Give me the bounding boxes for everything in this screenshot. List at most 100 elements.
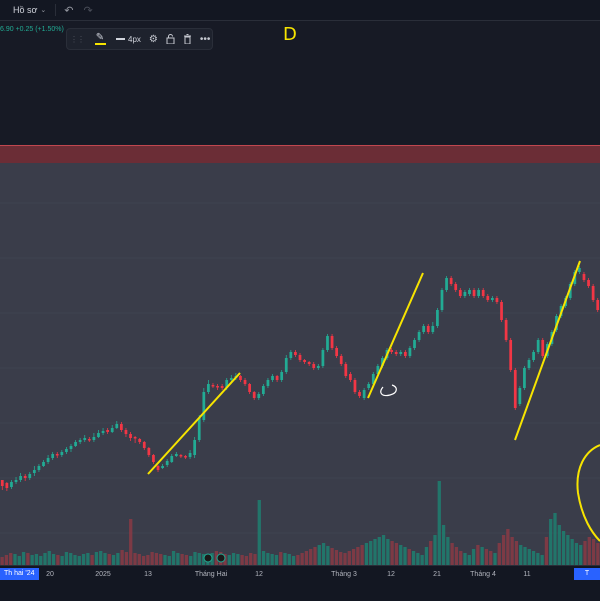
candle-body	[170, 456, 174, 462]
volume-bar	[497, 543, 501, 565]
redo-icon[interactable]: ↷	[83, 4, 93, 17]
crosshair-date-label: Th hai '24	[0, 568, 39, 580]
volume-bar	[159, 554, 163, 565]
volume-bar	[197, 553, 201, 565]
volume-bar	[343, 553, 347, 565]
crosshair-date-label-right: T	[574, 568, 600, 580]
volume-bar	[570, 539, 574, 565]
pencil-color-button[interactable]: ✎	[93, 29, 107, 49]
volume-bar	[236, 554, 240, 565]
volume-bar	[184, 555, 189, 565]
candle-body	[344, 364, 348, 376]
volume-bar	[381, 535, 386, 565]
candle-body	[445, 278, 448, 290]
trendline-1[interactable]	[147, 372, 241, 475]
candle-body	[367, 384, 371, 388]
candle-body	[124, 430, 128, 434]
candle-body	[371, 374, 375, 384]
freehand-circle-large[interactable]	[576, 444, 600, 542]
candlestick-chart[interactable]	[0, 163, 600, 565]
trendline-2[interactable]	[367, 272, 424, 399]
candle-body	[596, 300, 600, 310]
volume-bar	[591, 539, 596, 565]
volume-bar	[566, 535, 570, 565]
candle-body	[330, 336, 334, 348]
profile-menu-button[interactable]: Hồ sơ ⌄	[13, 5, 46, 15]
event-marker[interactable]	[203, 553, 213, 563]
candle-body	[5, 483, 9, 488]
candle-body	[431, 326, 435, 332]
event-marker[interactable]	[216, 553, 226, 563]
candles	[0, 266, 600, 491]
candle-body	[381, 358, 384, 366]
volume-bar	[330, 548, 334, 565]
volume-bar	[467, 555, 471, 565]
volume-bar	[0, 557, 4, 565]
lock-icon[interactable]	[166, 29, 175, 49]
volume-bar	[244, 556, 249, 565]
candle-body	[504, 320, 508, 340]
candle-body	[413, 340, 416, 348]
volume-bar	[4, 555, 9, 565]
volume-bar	[107, 554, 111, 565]
candle-body	[101, 431, 105, 433]
more-options-icon[interactable]: •••	[199, 33, 211, 45]
volume-bar	[596, 543, 600, 565]
candle-body	[321, 350, 325, 366]
trash-icon[interactable]	[183, 29, 192, 49]
volume-bar	[163, 555, 167, 565]
main-chart-pane[interactable]	[0, 163, 600, 565]
volume-bar	[309, 549, 313, 565]
volume-bar	[369, 541, 373, 565]
volume-bar	[111, 555, 116, 565]
volume-bar	[407, 549, 411, 565]
candle-body	[92, 437, 96, 440]
volume-bar	[420, 555, 424, 565]
profile-label: Hồ sơ	[13, 5, 38, 15]
volume-bar	[249, 553, 253, 565]
freehand-circle-small[interactable]	[380, 384, 397, 397]
candle-body	[436, 310, 439, 326]
pane-divider-band[interactable]	[0, 145, 600, 164]
volume-bar	[536, 553, 540, 565]
candle-body	[147, 448, 151, 455]
candle-body	[326, 336, 329, 350]
volume-bar	[326, 546, 330, 565]
volume-bar	[459, 551, 463, 565]
volume-bar	[394, 543, 399, 565]
time-tick: 2025	[95, 571, 111, 578]
candle-body	[179, 455, 183, 457]
time-axis[interactable]: Th hai '24 20 2025 13 Tháng Hai 12 Tháng…	[0, 565, 600, 601]
line-width-button[interactable]: 4px	[116, 29, 141, 49]
volume-bar	[313, 547, 317, 565]
volume-bar	[86, 553, 90, 565]
candle-body	[10, 482, 13, 487]
candle-body	[458, 290, 462, 296]
volume-bar	[540, 555, 544, 565]
line-color-swatch	[94, 43, 106, 45]
trendline-3[interactable]	[514, 260, 581, 441]
time-tick: Tháng Hai	[194, 571, 228, 578]
candle-body	[28, 474, 32, 478]
volume-bar	[176, 553, 180, 565]
settings-gear-icon[interactable]: ⚙	[148, 33, 158, 45]
candle-body	[275, 376, 279, 380]
time-tick: 12	[255, 571, 263, 578]
candle-body	[74, 442, 77, 446]
time-tick: 12	[387, 571, 395, 578]
candle-body	[19, 476, 22, 480]
volume-bar	[124, 552, 129, 565]
drawn-text-annotation[interactable]: D	[283, 24, 297, 45]
volume-bar	[347, 551, 351, 565]
volume-bar	[476, 545, 480, 565]
drag-handle-icon[interactable]: ⋮⋮	[70, 34, 85, 44]
volume-bar	[463, 553, 467, 565]
candle-body	[42, 462, 45, 466]
volume-bar	[557, 525, 561, 565]
undo-icon[interactable]: ↶	[64, 4, 74, 17]
volume-bar	[489, 551, 493, 565]
candle-body	[97, 433, 100, 437]
candle-body	[523, 368, 526, 388]
volume-bar	[553, 513, 557, 565]
candle-body	[23, 476, 27, 478]
